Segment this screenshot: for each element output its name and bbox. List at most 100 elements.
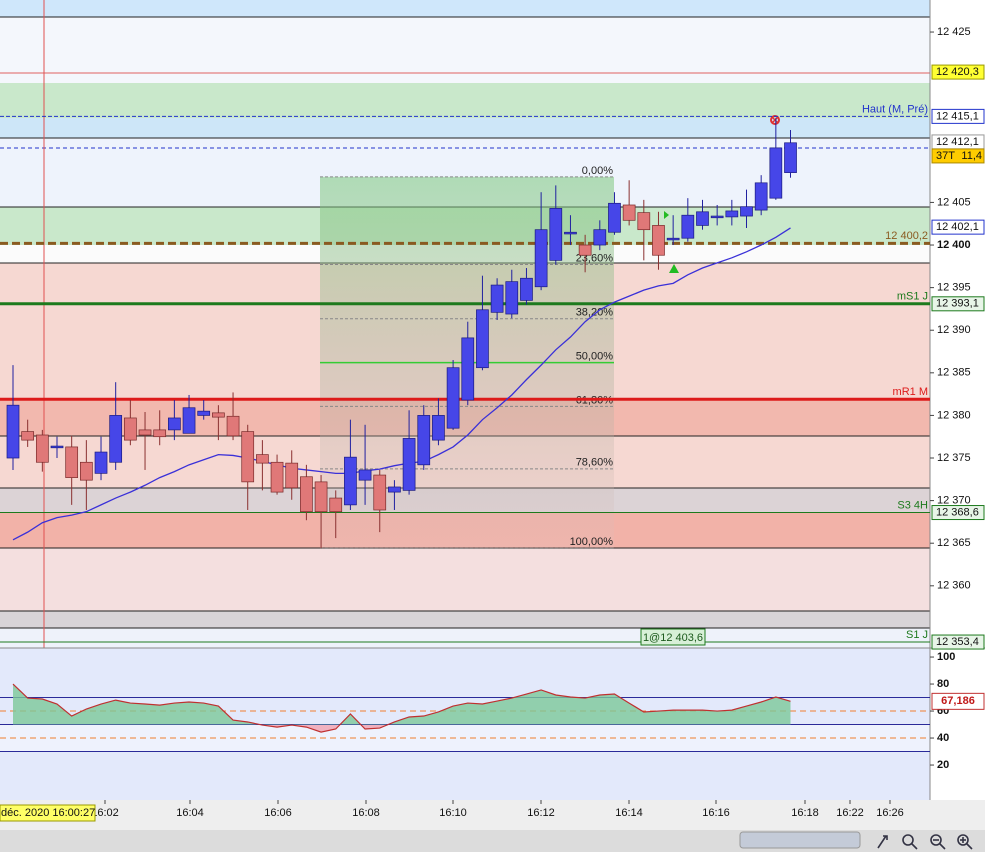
candle-body	[197, 410, 211, 416]
fib-label: 38,20%	[576, 307, 614, 319]
candle-body	[94, 451, 108, 474]
price-tag: 12 420,3	[936, 66, 979, 78]
price-tag: 11,4	[961, 150, 982, 162]
osc-tick-label: 80	[937, 678, 949, 690]
candle-body	[388, 486, 401, 493]
price-tag: 12 402,1	[936, 221, 979, 233]
candle-body	[50, 445, 64, 449]
candle-body	[182, 407, 196, 434]
candle-body	[432, 415, 445, 441]
price-tag-box	[931, 148, 985, 164]
osc-fill-up	[13, 684, 791, 725]
level-label: 12 400,2	[885, 230, 928, 242]
candle-body	[490, 284, 504, 313]
x-tick-label: 16:12	[527, 807, 555, 819]
price-tag-prefix: 37T	[936, 150, 955, 162]
markers	[664, 115, 780, 273]
moving-average	[12, 227, 791, 541]
osc-line	[12, 683, 791, 733]
x-tick-label: 16:18	[791, 807, 819, 819]
osc-tick-label: 100	[937, 651, 955, 663]
y-tick-label: 12 375	[937, 452, 971, 464]
candle-body	[300, 476, 313, 513]
candle-body	[681, 214, 695, 239]
price-tag-box	[931, 64, 985, 80]
x-tick-label: 16:08	[352, 807, 380, 819]
order-box	[640, 628, 706, 646]
y-tick-label: 12 400	[937, 239, 971, 251]
price-tag-box	[931, 296, 985, 312]
fib-label: 0,00%	[582, 165, 613, 177]
osc-tick-label: 40	[937, 732, 949, 744]
price-tag: 12 353,4	[936, 636, 979, 648]
candle-body	[109, 415, 123, 463]
candle-body	[6, 404, 20, 459]
candle-body	[564, 231, 577, 235]
osc-fill-down	[262, 725, 388, 733]
x-tick-label: 16:26	[876, 807, 904, 819]
candle-body	[344, 456, 357, 506]
candle-body	[505, 281, 519, 315]
candle-body	[168, 417, 181, 431]
fib-label: 50,00%	[576, 351, 614, 363]
fib-label: 100,00%	[570, 536, 614, 548]
candle-body	[329, 497, 343, 513]
price-tag-box	[931, 219, 985, 235]
y-tick-label: 12 425	[937, 26, 971, 38]
candle-body	[285, 462, 299, 489]
candle-body	[124, 417, 137, 441]
candle-body	[446, 367, 460, 429]
x-tick-label: 16:10	[439, 807, 467, 819]
candle-body	[696, 211, 709, 226]
x-tick-label: 16:14	[615, 807, 643, 819]
price-tag-box	[931, 108, 985, 124]
candle-body	[710, 215, 724, 219]
candle-body	[270, 461, 284, 493]
level-label: S3 4H	[897, 499, 928, 511]
toolbar	[0, 830, 985, 852]
scrollbar[interactable]	[739, 831, 861, 849]
cursor-box	[0, 804, 96, 822]
price-axis	[930, 0, 985, 800]
y-tick-label: 12 370	[937, 495, 971, 507]
y-tick-label: 12 390	[937, 324, 971, 336]
x-tick-label: 16:22	[836, 807, 864, 819]
candle-body	[784, 142, 797, 173]
candle-body	[358, 469, 372, 481]
candle-body	[79, 461, 93, 481]
candle-body	[637, 212, 651, 231]
price-tag-box	[931, 505, 985, 521]
price-tag-box	[931, 634, 985, 650]
candle-body	[578, 244, 592, 256]
candle-body	[65, 446, 79, 478]
candle-body	[608, 202, 621, 233]
candle-body	[314, 481, 328, 513]
y-tick-label: 12 385	[937, 367, 971, 379]
toolbar-icons[interactable]	[877, 834, 973, 850]
candle-body	[373, 474, 387, 511]
y-tick-label: 12 360	[937, 580, 971, 592]
candle-body	[138, 429, 152, 436]
candle-body	[652, 225, 665, 256]
candle-body	[622, 204, 636, 221]
order-label: 1@12 403,6	[643, 632, 703, 644]
y-tick-label: 12 395	[937, 282, 971, 294]
x-tick-label: 16:04	[176, 807, 204, 819]
candle-body	[241, 431, 255, 483]
x-tick-label: 16:06	[264, 807, 292, 819]
candle-body	[534, 229, 548, 288]
candle-body	[402, 438, 416, 491]
price-plot: 0,00%23,60%38,20%50,00%61,80%78,60%100,0…	[0, 103, 930, 643]
x-tick-label: 16:02	[91, 807, 119, 819]
candle-body	[476, 309, 489, 369]
level-label: mR1 M	[893, 386, 928, 398]
candle-body	[593, 229, 607, 246]
candle-body	[153, 429, 167, 438]
candle-body	[549, 208, 563, 261]
fib-label: 78,60%	[576, 457, 614, 469]
x-tick-label: 16:16	[702, 807, 730, 819]
osc-value-box	[931, 692, 985, 710]
level-label: S1 J	[906, 629, 928, 641]
osc-value-label: 67,186	[941, 695, 975, 707]
